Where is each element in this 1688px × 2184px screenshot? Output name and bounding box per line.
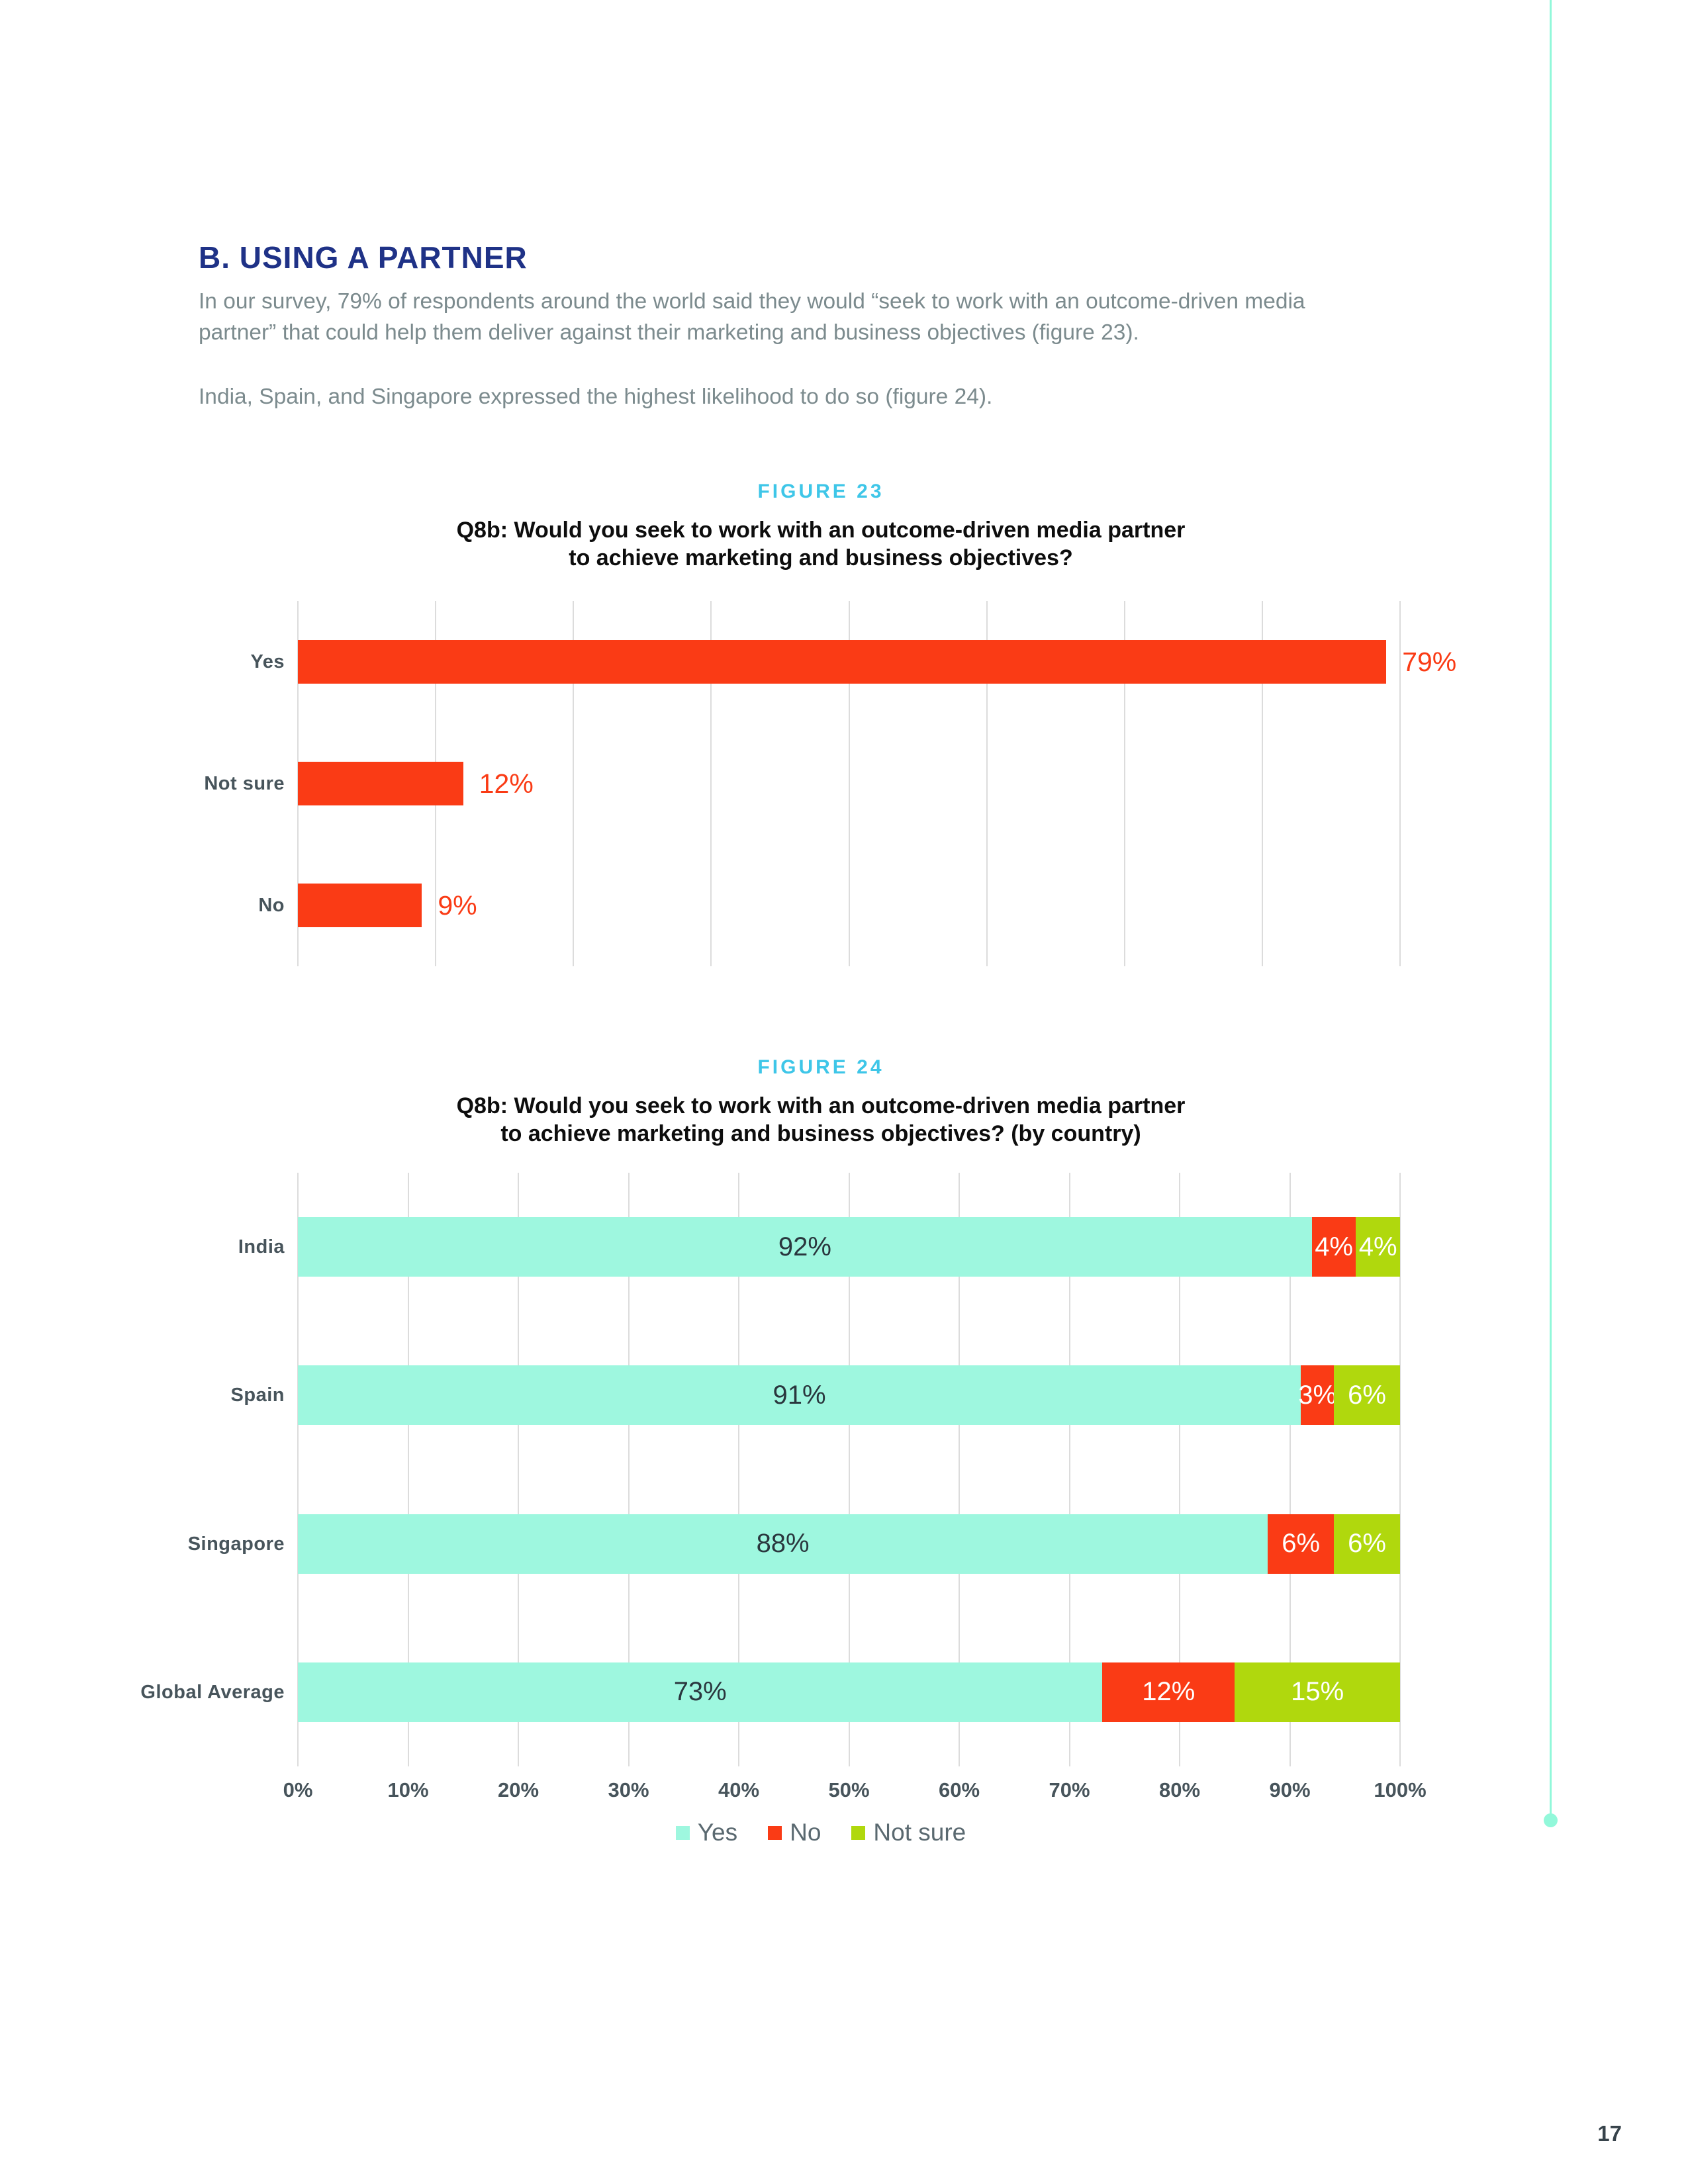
gridline <box>1399 1173 1401 1766</box>
section-heading: B. USING A PARTNER <box>199 240 528 275</box>
category-label: Global Average <box>140 1681 285 1703</box>
figure-23-header: FIGURE 23 Q8b: Would you seek to work wi… <box>225 480 1417 572</box>
x-tick-label: 0% <box>283 1778 313 1801</box>
x-tick-label: 90% <box>1269 1778 1311 1801</box>
bar-segment: 3% <box>1298 1365 1337 1426</box>
legend-label: Not sure <box>873 1819 966 1846</box>
gridline <box>986 601 988 966</box>
gridline <box>1399 601 1401 966</box>
legend-swatch <box>675 1825 690 1840</box>
gridline <box>1289 1173 1291 1766</box>
bar-segment: 4% <box>1311 1217 1356 1277</box>
bar-value-label: 79% <box>1402 647 1457 677</box>
gridline <box>710 601 712 966</box>
gridline <box>848 1173 850 1766</box>
bar <box>298 762 463 805</box>
bar-value-label: 9% <box>438 890 477 921</box>
x-tick-label: 20% <box>497 1778 539 1801</box>
bar-segment: 6% <box>1334 1365 1400 1426</box>
x-tick-label: 50% <box>828 1778 870 1801</box>
bar-segment: 12% <box>1102 1662 1235 1722</box>
x-tick-label: 30% <box>608 1778 649 1801</box>
intro-paragraph-1: In our survey, 79% of respondents around… <box>199 289 1305 345</box>
category-label: Yes <box>250 651 285 672</box>
segment-value-label: 15% <box>1291 1677 1344 1707</box>
legend-label: Yes <box>697 1819 738 1846</box>
legend-item: Not sure <box>851 1819 966 1846</box>
segment-value-label: 92% <box>778 1232 831 1261</box>
segment-value-label: 6% <box>1282 1529 1321 1559</box>
accent-dot <box>1544 1813 1558 1827</box>
x-tick-label: 10% <box>387 1778 429 1801</box>
figure-23-title-line-1: Q8b: Would you seek to work with an outc… <box>456 518 1186 543</box>
accent-line <box>1550 0 1552 1819</box>
legend-item: No <box>768 1819 821 1846</box>
bar-segment: 4% <box>1356 1217 1400 1277</box>
gridline <box>573 601 575 966</box>
figure-23-label: FIGURE 23 <box>757 480 884 502</box>
gridline <box>1179 1173 1180 1766</box>
bar <box>298 884 422 927</box>
segment-value-label: 4% <box>1358 1232 1397 1261</box>
bar-segment: 6% <box>1334 1514 1400 1574</box>
figure-24-title-line-2: to achieve marketing and business object… <box>500 1121 1141 1146</box>
bar-value-label: 12% <box>479 768 534 799</box>
segment-value-label: 73% <box>673 1677 727 1707</box>
category-label: Spain <box>230 1385 285 1406</box>
segment-value-label: 88% <box>756 1529 810 1559</box>
segment-value-label: 91% <box>773 1380 826 1410</box>
bar-segment: 88% <box>298 1514 1268 1574</box>
segment-value-label: 4% <box>1315 1232 1353 1261</box>
gridline <box>407 1173 409 1766</box>
x-tick-label: 80% <box>1158 1778 1201 1801</box>
gridline <box>297 1173 299 1766</box>
figure-24-title-line-1: Q8b: Would you seek to work with an outc… <box>456 1093 1186 1118</box>
x-tick-label: 40% <box>718 1778 760 1801</box>
gridline <box>1261 601 1263 966</box>
gridline <box>738 1173 739 1766</box>
gridline <box>959 1173 960 1766</box>
segment-value-label: 3% <box>1298 1380 1337 1410</box>
gridline <box>628 1173 630 1766</box>
x-tick-label: 100% <box>1374 1778 1427 1801</box>
category-label: Not sure <box>204 773 285 794</box>
figure-23-title-line-2: to achieve marketing and business object… <box>569 545 1073 570</box>
legend-swatch <box>851 1825 866 1840</box>
figure-24-label: FIGURE 24 <box>757 1056 884 1078</box>
legend-label: No <box>790 1819 821 1846</box>
bar-segment: 92% <box>298 1217 1312 1277</box>
gridline <box>518 1173 519 1766</box>
category-label: Singapore <box>187 1533 285 1555</box>
gridline <box>848 601 850 966</box>
intro-paragraph-2: India, Spain, and Singapore expressed th… <box>199 385 993 409</box>
gridline <box>1068 1173 1070 1766</box>
x-tick-label: 60% <box>938 1778 980 1801</box>
bar-segment: 73% <box>298 1662 1103 1722</box>
category-label: India <box>238 1236 285 1258</box>
bar-segment: 6% <box>1268 1514 1335 1574</box>
bar-segment: 15% <box>1235 1662 1400 1722</box>
figure-24-header: FIGURE 24 Q8b: Would you seek to work wi… <box>225 1056 1417 1148</box>
legend-swatch <box>768 1825 782 1840</box>
x-tick-label: 70% <box>1049 1778 1090 1801</box>
legend: Yes No Not sure <box>225 1819 1417 1846</box>
segment-value-label: 12% <box>1142 1677 1196 1707</box>
bar-segment: 91% <box>298 1365 1301 1426</box>
segment-value-label: 6% <box>1348 1380 1386 1410</box>
page-number: 17 <box>1597 2121 1622 2146</box>
gridline <box>1123 601 1125 966</box>
legend-item: Yes <box>675 1819 738 1846</box>
category-label: No <box>258 895 285 916</box>
segment-value-label: 6% <box>1348 1529 1386 1559</box>
bar <box>298 640 1387 684</box>
